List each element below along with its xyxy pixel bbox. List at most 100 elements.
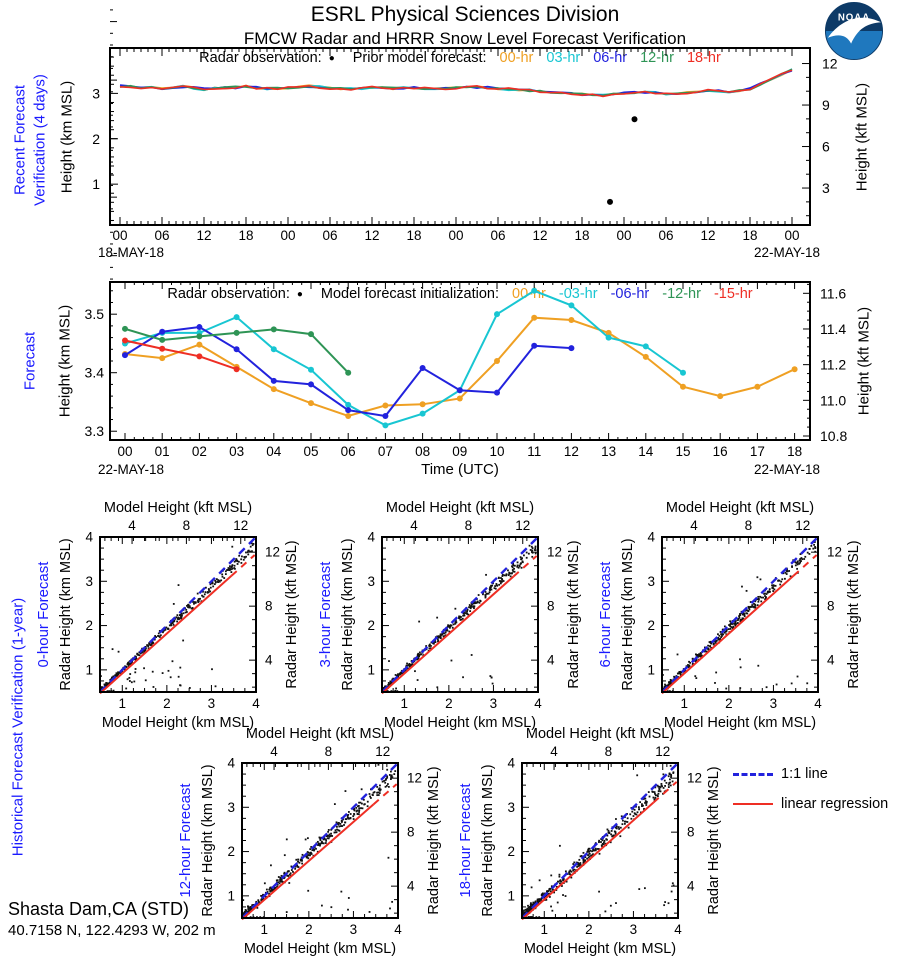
recent-date-left: 18-MAY-18: [98, 245, 164, 260]
axis-tick-label: 12: [407, 771, 422, 786]
axis-tick-label: 4: [85, 530, 93, 545]
axis-tick-label: 11.4: [820, 321, 846, 337]
axis-tick-label: 03: [229, 444, 244, 459]
axis-tick-label: 3.3: [85, 423, 105, 439]
scatter-6-hour-top-title: Model Height (kft MSL): [666, 500, 814, 516]
legend-regression-row: linear regression: [733, 793, 888, 815]
legend-item-12-hr: 12-hr: [640, 50, 674, 66]
scatter-18-hour-lines: [521, 763, 678, 921]
axis-tick-label: 12: [375, 744, 390, 759]
axis-tick-label: 1: [227, 888, 235, 903]
axis-tick-label: 2: [85, 618, 93, 633]
scatter-6-hour-frame: [661, 536, 819, 693]
series-m12-hr: [122, 325, 352, 376]
axis-tick-label: 11.2: [820, 357, 846, 373]
axis-tick-label: 8: [745, 518, 753, 533]
recent-legend-forecast-hours: 00-hr 03-hr 06-hr 12-hr 18-hr: [487, 50, 721, 66]
axis-tick-label: 1: [261, 922, 269, 937]
forecast-legend: Radar observation: ● Model forecast init…: [110, 286, 810, 302]
forecast-chart: 00 01 02 03 04 05 06 07 08 09 10 11 12 13 14 15 16 17 183.…: [85, 9, 847, 478]
axis-tick-label: 00: [112, 228, 127, 243]
axis-tick-label: 2: [227, 844, 235, 859]
recent-radar-observations: [607, 116, 638, 205]
axis-tick-label: 07: [378, 444, 393, 459]
axis-tick-label: 3: [507, 800, 515, 815]
axis-tick-label: 8: [265, 599, 273, 614]
noaa-logo-text: NOAA: [838, 12, 870, 23]
axis-tick-label: 1: [85, 662, 93, 677]
axis-tick-label: 9: [822, 97, 830, 113]
axis-tick-label: 3: [85, 574, 93, 589]
station-name: Shasta Dam,CA (STD): [8, 899, 190, 919]
axis-tick-label: 12: [547, 545, 562, 560]
forecast-legend-radar-label: Radar observation:: [167, 286, 290, 302]
one-to-one-line-swatch-icon: [733, 772, 773, 776]
axis-tick-label: 12: [515, 518, 530, 533]
series-00-hr: [122, 314, 798, 420]
forecast-date-right: 22-MAY-18: [754, 462, 820, 477]
axis-tick-label: 3.4: [85, 365, 105, 381]
axis-tick-label: 18: [787, 444, 802, 459]
legend-item-00-hr: 00-hr: [499, 50, 534, 66]
axis-tick-label: 3: [367, 574, 375, 589]
axis-tick-label: 3: [227, 800, 235, 815]
legend-item-06-hr: 06-hr: [593, 50, 628, 66]
axis-tick-label: 1: [681, 696, 689, 711]
axis-tick-label: 3: [208, 696, 216, 711]
axis-tick-label: 12: [564, 444, 579, 459]
recent-axis-ticks: [110, 48, 810, 225]
axis-tick-label: 00: [280, 228, 295, 243]
axis-tick-label: 04: [266, 444, 282, 459]
axis-tick-label: 16: [713, 444, 728, 459]
axis-tick-label: 4: [252, 696, 260, 711]
axis-tick-label: 8: [183, 518, 191, 533]
axis-tick-label: 8: [547, 599, 555, 614]
regression-line-swatch-icon: [733, 803, 773, 805]
recent-legend: Radar observation: ● Prior model forecas…: [110, 50, 810, 66]
recent-date-right: 22-MAY-18: [754, 245, 820, 260]
axis-tick-label: 2: [445, 696, 453, 711]
scatter-18-hour-frame: [521, 762, 679, 919]
axis-tick-label: 4: [827, 653, 835, 668]
legend-item-18-hr: 18-hr: [686, 50, 721, 66]
forecast-series: [122, 287, 798, 429]
axis-tick-label: 18: [406, 228, 421, 243]
axis-tick-label: 4: [534, 696, 542, 711]
axis-tick-label: 06: [490, 228, 505, 243]
axis-tick-label: 8: [325, 744, 333, 759]
axis-tick-label: 02: [192, 444, 207, 459]
axis-tick-label: 12: [233, 518, 248, 533]
scatter-0-hour-frame: [99, 536, 257, 693]
legend-item-m06-hr: -06-hr: [610, 286, 650, 302]
radar-obs-dot-icon: ●: [296, 288, 303, 300]
axis-tick-label: 12: [532, 228, 547, 243]
scatter-0-hour-lines: [99, 537, 256, 695]
axis-tick-label: 8: [827, 599, 835, 614]
legend-item-m03-hr: -03-hr: [558, 286, 598, 302]
radar-obs-dot-icon: ●: [328, 52, 335, 64]
page-subtitle: FMCW Radar and HRRR Snow Level Forecast …: [243, 29, 687, 48]
axis-tick-label: 1: [647, 662, 655, 677]
axis-tick-label: 18: [574, 228, 589, 243]
scatter-0-hour-top-title: Model Height (kft MSL): [104, 500, 252, 516]
forecast-axis-ticks: [110, 9, 810, 440]
axis-tick-label: 4: [367, 530, 375, 545]
axis-tick-label: 1: [92, 176, 100, 192]
scatter-12-hour-lines: [241, 763, 398, 921]
scatter-18-hour-bottom-title: Model Height (km MSL): [524, 941, 676, 956]
axis-tick-label: 4: [647, 530, 655, 545]
scatter-3-hour-bottom-title: Model Height (km MSL): [384, 715, 536, 731]
axis-tick-label: 4: [265, 653, 273, 668]
scatter-3-hour-left-title: Radar Height (km MSL): [340, 538, 356, 690]
scatter-12-hour-right-title: Radar Height (kft MSL): [426, 766, 442, 914]
axis-tick-label: 4: [394, 922, 402, 937]
scatter-6-hour-label: 6-hour Forecast: [597, 561, 614, 668]
axis-tick-label: 10.8: [820, 428, 847, 444]
axis-tick-label: 12: [700, 228, 715, 243]
axis-tick-label: 8: [407, 825, 415, 840]
axis-tick-label: 4: [410, 518, 418, 533]
